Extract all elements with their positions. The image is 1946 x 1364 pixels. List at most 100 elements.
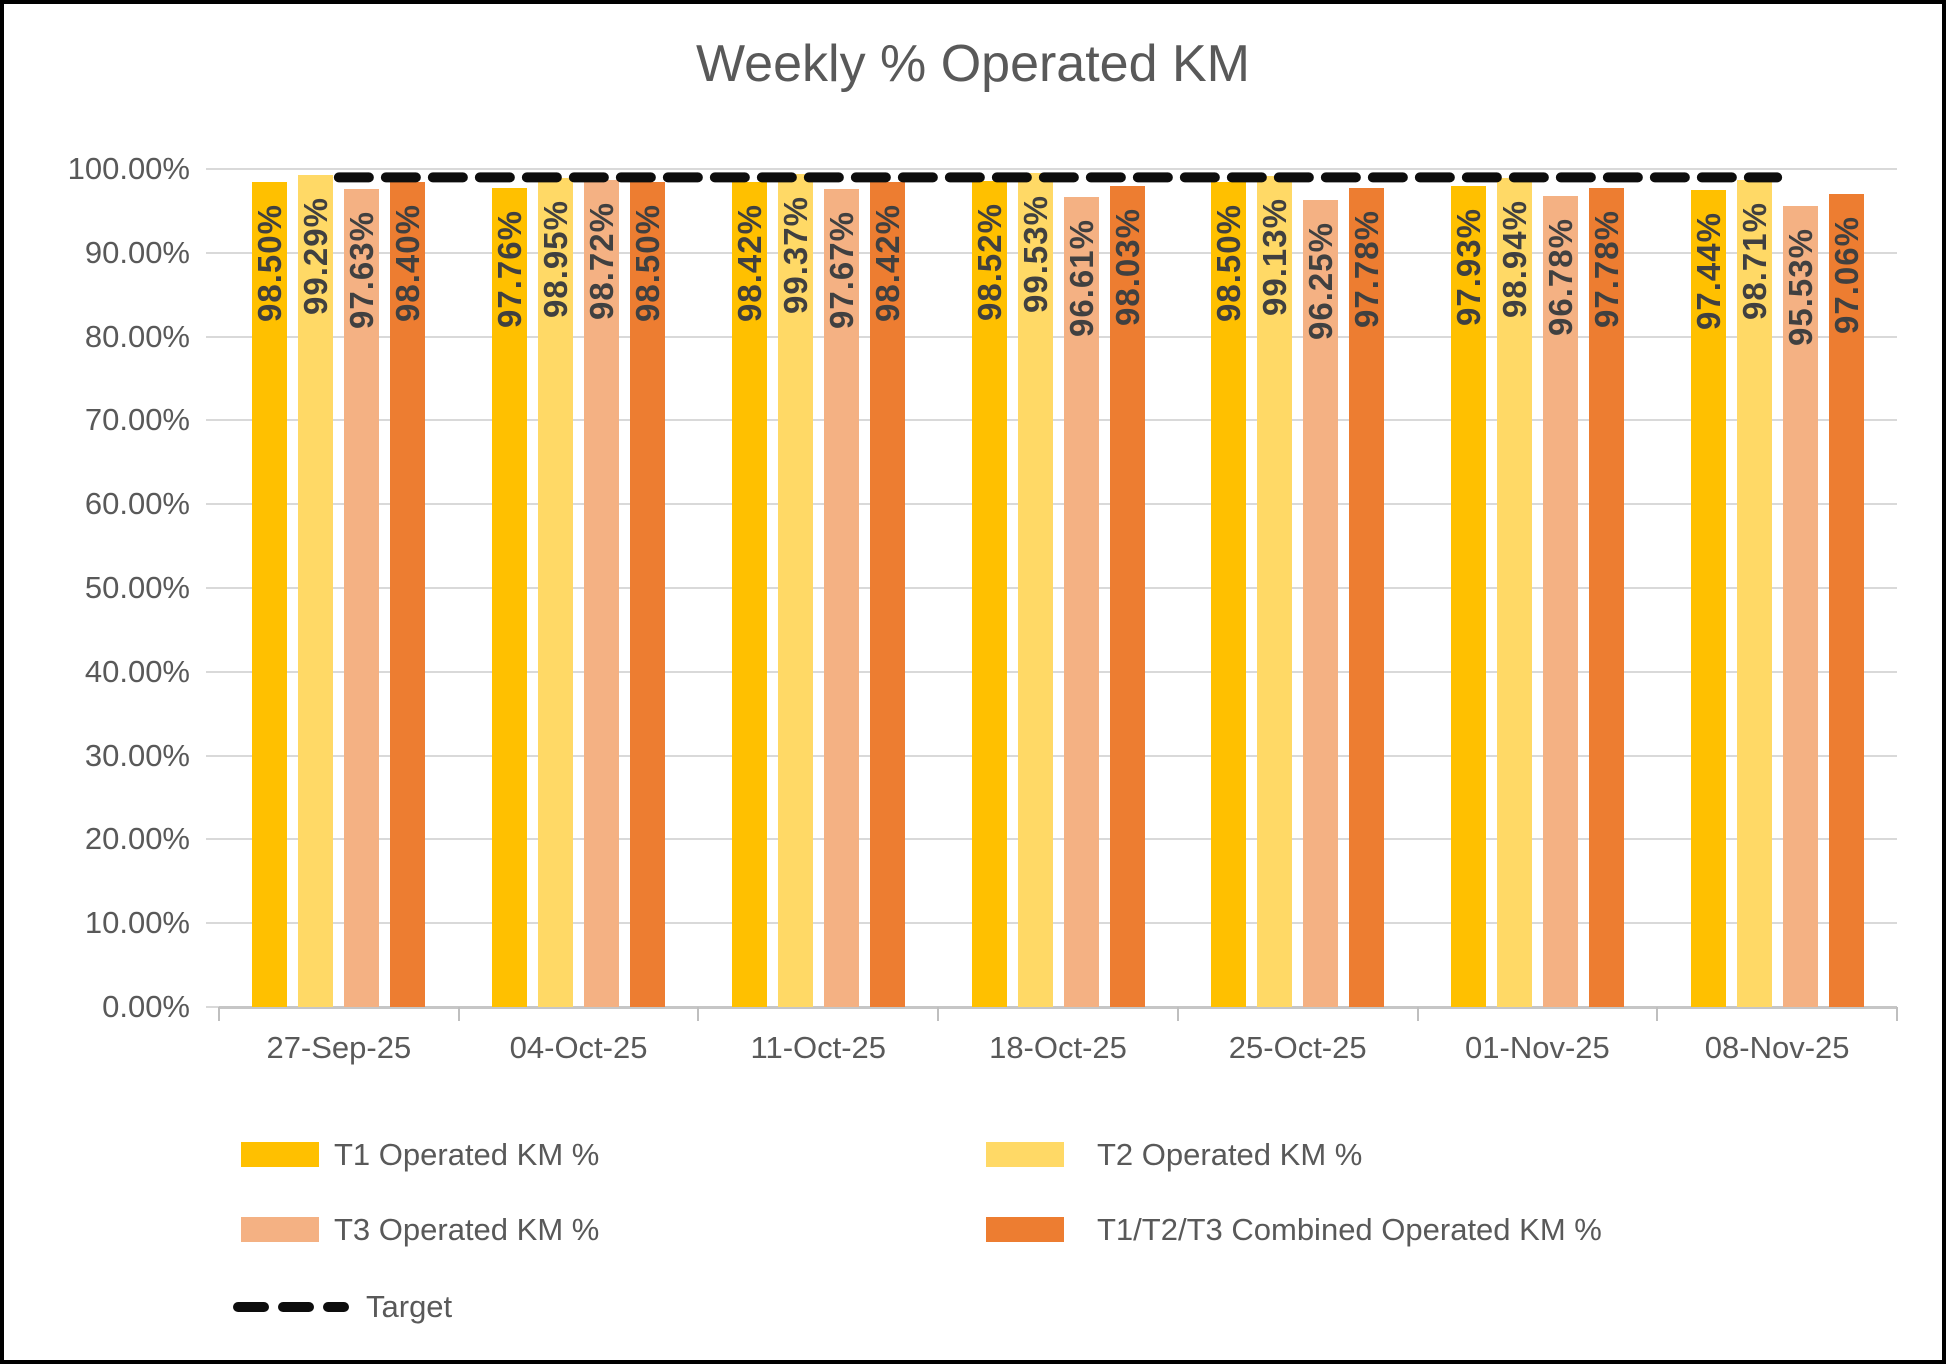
- bar-value-label: 98.50%: [629, 203, 667, 322]
- bar: [1017, 172, 1053, 1007]
- gridline: [219, 168, 1897, 170]
- y-axis-label: 70.00%: [84, 402, 190, 438]
- bar: [1303, 200, 1339, 1007]
- bar-value-label: 97.76%: [491, 209, 529, 328]
- bar-value-label: 96.78%: [1541, 217, 1579, 336]
- y-axis-label: 100.00%: [67, 151, 190, 186]
- y-axis-label: 50.00%: [84, 570, 190, 605]
- bar: [823, 188, 859, 1007]
- bar: [731, 182, 767, 1007]
- y-axis-label: 20.00%: [84, 821, 190, 857]
- bar: [390, 182, 426, 1007]
- legend-label-t2: T2 Operated KM %: [1097, 1137, 1363, 1172]
- bar-value-label: 98.42%: [868, 204, 906, 323]
- x-axis-label: 04-Oct-25: [509, 1030, 648, 1065]
- legend-swatch-combined: [986, 1217, 1064, 1242]
- gridline: [219, 335, 1897, 338]
- gridline: [219, 670, 1897, 673]
- bar-value-label: 97.78%: [1348, 209, 1386, 328]
- y-tick: [206, 503, 219, 506]
- y-tick: [206, 335, 219, 338]
- y-tick: [206, 587, 219, 589]
- legend-label-t1: T1 Operated KM %: [334, 1137, 600, 1172]
- x-tick: [937, 1007, 940, 1021]
- y-tick: [206, 754, 219, 757]
- bar-value-label: 99.13%: [1256, 198, 1294, 317]
- legend-label-t3: T3 Operated KM %: [334, 1212, 600, 1247]
- bar: [630, 181, 666, 1007]
- gridline: [219, 419, 1897, 422]
- bar-value-label: 98.40%: [389, 204, 427, 323]
- bar-value-label: 98.50%: [1210, 203, 1248, 322]
- y-tick: [206, 838, 219, 841]
- gridline: [219, 503, 1897, 506]
- bar: [869, 182, 905, 1007]
- x-tick: [1416, 1007, 1419, 1021]
- y-axis-label: 80.00%: [84, 318, 190, 354]
- bar-value-label: 97.67%: [822, 210, 860, 329]
- bar: [252, 181, 288, 1007]
- y-tick: [206, 168, 219, 170]
- legend-label-combined: T1/T2/T3 Combined Operated KM %: [1097, 1212, 1602, 1247]
- bar: [1109, 185, 1145, 1007]
- x-tick: [218, 1007, 220, 1021]
- bar: [538, 177, 574, 1007]
- bar: [298, 174, 334, 1007]
- x-tick: [1656, 1007, 1659, 1021]
- bar-value-label: 98.42%: [730, 204, 768, 323]
- bar: [1496, 177, 1532, 1007]
- y-tick: [206, 419, 219, 422]
- x-axis-line: [219, 1006, 1897, 1009]
- bar: [1257, 176, 1293, 1007]
- x-axis-label: 18-Oct-25: [989, 1030, 1127, 1065]
- bar-value-label: 98.94%: [1495, 199, 1533, 318]
- bar: [344, 188, 380, 1007]
- bar-value-label: 96.61%: [1062, 219, 1100, 338]
- legend-label-target: Target: [366, 1289, 453, 1324]
- bar-value-label: 97.44%: [1689, 212, 1727, 331]
- x-tick: [1176, 1007, 1179, 1021]
- x-axis-label: 01-Nov-25: [1465, 1030, 1610, 1065]
- bar-value-label: 96.25%: [1302, 222, 1340, 341]
- gridline: [219, 251, 1897, 254]
- bar: [1736, 179, 1772, 1007]
- bar-value-label: 95.53%: [1781, 228, 1819, 347]
- x-tick: [697, 1007, 700, 1021]
- gridline: [219, 838, 1897, 841]
- bar-value-label: 99.29%: [297, 196, 335, 315]
- x-tick: [1896, 1007, 1898, 1021]
- bar: [971, 181, 1007, 1007]
- y-tick: [206, 922, 219, 925]
- x-axis-label: 11-Oct-25: [750, 1030, 887, 1065]
- y-tick: [206, 251, 219, 254]
- x-tick: [457, 1007, 460, 1021]
- legend-swatch-t2: [986, 1142, 1064, 1167]
- y-axis-label: 40.00%: [84, 653, 190, 689]
- gridline: [219, 587, 1897, 589]
- y-axis-label: 10.00%: [84, 905, 190, 941]
- bar-value-label: 98.50%: [251, 203, 289, 322]
- x-axis-label: 08-Nov-25: [1704, 1030, 1850, 1065]
- bar: [1588, 187, 1624, 1007]
- bar: [1349, 187, 1385, 1007]
- bar-value-label: 99.37%: [776, 196, 814, 315]
- bar: [1828, 193, 1864, 1007]
- y-axis-label: 90.00%: [84, 234, 190, 270]
- y-axis-label: 30.00%: [84, 737, 190, 773]
- bar-value-label: 98.52%: [970, 203, 1008, 322]
- bar: [1542, 195, 1578, 1007]
- bar: [1782, 206, 1818, 1007]
- chart-title: Weekly % Operated KM: [696, 35, 1250, 93]
- bar-value-label: 97.06%: [1827, 215, 1865, 334]
- y-axis-label: 60.00%: [84, 486, 190, 522]
- bar: [777, 174, 813, 1007]
- y-tick: [206, 1006, 219, 1008]
- bar: [1450, 186, 1486, 1007]
- gridline: [219, 922, 1897, 925]
- bar-value-label: 98.95%: [537, 199, 575, 318]
- bar-value-label: 97.78%: [1587, 209, 1625, 328]
- bar: [1211, 181, 1247, 1007]
- bar-value-label: 97.93%: [1449, 208, 1487, 327]
- legend-target-line-icon: [233, 1302, 349, 1312]
